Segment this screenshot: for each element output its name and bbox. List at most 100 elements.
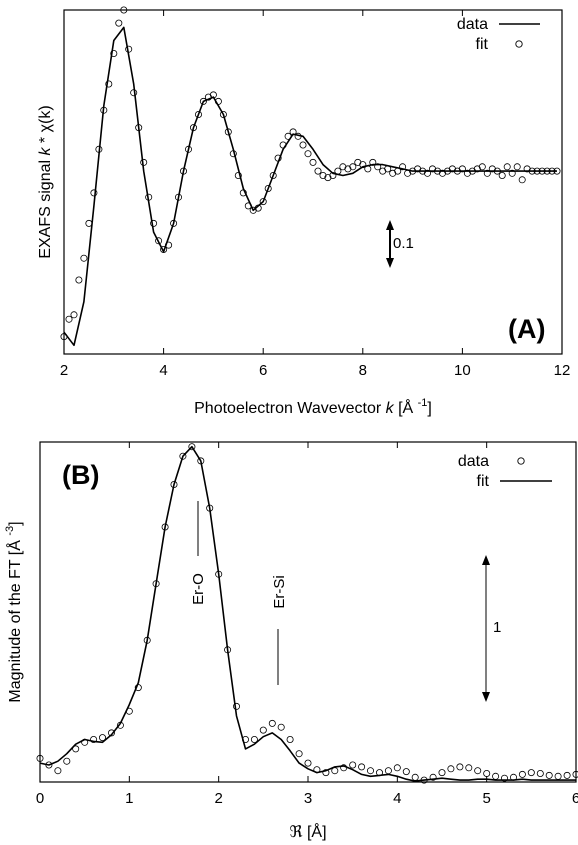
panel-a-fit-point: [309, 158, 317, 166]
panel-a-fit-point: [105, 80, 113, 88]
panel-b-data-point: [465, 764, 473, 772]
panel-a-fit-point: [274, 154, 282, 162]
panel-a-fit-point: [214, 97, 222, 105]
panel-a-fit-point: [483, 169, 491, 177]
panel-a-fit-point: [194, 111, 202, 119]
panel-a-fit-point: [75, 276, 83, 284]
panel-b-x-tick-label: 0: [36, 790, 44, 807]
panel-a-fit-point: [419, 167, 427, 175]
panel-a-fit-point: [189, 124, 197, 132]
panel-a-fit-point: [533, 167, 541, 175]
panel-b-scale-arrow-down: [482, 692, 490, 702]
panel-b-data-point: [358, 763, 366, 771]
panel-a-fit-point: [110, 50, 118, 58]
panel-a-fit-point: [374, 163, 382, 171]
panel-a-fit-point: [314, 167, 322, 175]
panel-b-data-point: [54, 767, 62, 775]
panel-b-scale-arrow-up: [482, 555, 490, 565]
panel-b-data-point: [500, 774, 508, 782]
panel-b-data-point: [268, 719, 276, 727]
panel-a-fit-point: [100, 106, 108, 114]
panel-a-fit-point: [324, 174, 332, 182]
panel-b-data-point: [322, 769, 330, 777]
panel-a-fit-point: [498, 171, 506, 179]
panel-a-fit-point: [294, 132, 302, 140]
panel-a-x-tick-label: 4: [159, 362, 167, 379]
panel-a-fit-point: [239, 189, 247, 197]
panel-a-fit-point: [528, 167, 536, 175]
panel-a-fit-point: [184, 145, 192, 153]
panel-b-scale-label: 1: [493, 619, 501, 636]
panel-a-fit-point: [284, 132, 292, 140]
panel-a-fit-point: [538, 167, 546, 175]
panel-b-data-point: [447, 765, 455, 773]
panel-a-fit-point: [209, 91, 217, 99]
panel-a-data-line: [63, 26, 557, 347]
panel-a-fit-point: [329, 171, 337, 179]
panel-a-fit-point: [443, 167, 451, 175]
panel-a-fit-point: [219, 111, 227, 119]
panel-a-fit-point: [503, 163, 511, 171]
panel-a-fit-point: [344, 165, 352, 173]
panel-a-fit-point: [65, 315, 73, 323]
panel-a-fit-point: [334, 167, 342, 175]
panel-b-scale-bar: [482, 555, 490, 702]
panel-a-fit-point: [85, 219, 93, 227]
panel-a-frame: [63, 9, 563, 355]
panel-b-x-tick-label: 4: [393, 790, 401, 807]
panel-b-data-point: [492, 772, 500, 780]
panel-a-fit-point: [543, 167, 551, 175]
panel-a-x-axis-label: Photoelectron Wavevector k [Å -1]: [194, 397, 432, 417]
panel-a-fit-point: [150, 219, 158, 227]
panel-b-data-point: [232, 702, 240, 710]
panel-a-fit-point: [70, 311, 78, 319]
panel-b-x-tick-label: 3: [304, 790, 312, 807]
panel-b-data-point: [384, 767, 392, 775]
panel-a-fit-point: [384, 165, 392, 173]
panel-a-fit-point: [493, 167, 501, 175]
panel-a-label: (A): [508, 314, 545, 344]
panel-a-legend-data-label: data: [457, 16, 488, 33]
panel-a-x-tick-label: 6: [259, 362, 267, 379]
panel-b-x-axis-label: ℜ [Å]: [289, 822, 326, 841]
panel-b-legend-data-label: data: [458, 453, 489, 470]
panel-a-fit-point: [244, 202, 252, 210]
panel-a-plot-area: [60, 6, 561, 347]
panel-b-data-point: [99, 734, 107, 742]
panel-a: 2 4 6 8 10 12 Photoelectron Wavevector k [Å -…: [37, 6, 570, 417]
panel-a-fit-point: [264, 184, 272, 192]
panel-a-fit-point: [115, 19, 123, 27]
panel-b-legend-fit-label: fit: [477, 473, 490, 490]
panel-a-x-tick-label: 10: [454, 362, 471, 379]
panel-b-data-point: [456, 763, 464, 771]
panel-a-scale-arrow-up: [386, 220, 394, 230]
panel-a-fit-point: [90, 189, 98, 197]
panel-b-data-point: [518, 770, 526, 778]
panel-b-x-tick-label: 6: [572, 790, 578, 807]
panel-b-data-point: [250, 736, 258, 744]
panel-a-fit-point: [259, 198, 267, 206]
panel-b-data-point: [411, 773, 419, 781]
panel-a-fit-point: [224, 128, 232, 136]
panel-b-data-point: [72, 745, 80, 753]
panel-a-fit-point: [80, 254, 88, 262]
er-o-peak-label: Er-O: [190, 573, 207, 605]
panel-a-legend-fit-label: fit: [476, 36, 489, 53]
panel-b-label: (B): [62, 460, 99, 490]
panel-b-data-point: [304, 759, 312, 767]
panel-a-fit-point: [513, 163, 521, 171]
panel-b-plot-area: [36, 443, 578, 784]
panel-a-fit-point: [478, 163, 486, 171]
panel-a-fit-point: [289, 128, 297, 136]
panel-b-data-point: [393, 764, 401, 772]
panel-b-data-point: [402, 768, 410, 776]
panel-a-fit-point: [145, 193, 153, 201]
panel-b-x-ticks: 0 1 2 3 4 5 6: [36, 442, 578, 807]
panel-a-fit-point: [125, 45, 133, 53]
panel-b-x-tick-label: 1: [125, 790, 133, 807]
panel-a-fit-point: [339, 163, 347, 171]
panel-b-data-point: [563, 771, 571, 779]
panel-a-fit-point: [160, 245, 168, 253]
panel-a-x-ticks: 2 4 6 8 10 12: [60, 10, 570, 379]
